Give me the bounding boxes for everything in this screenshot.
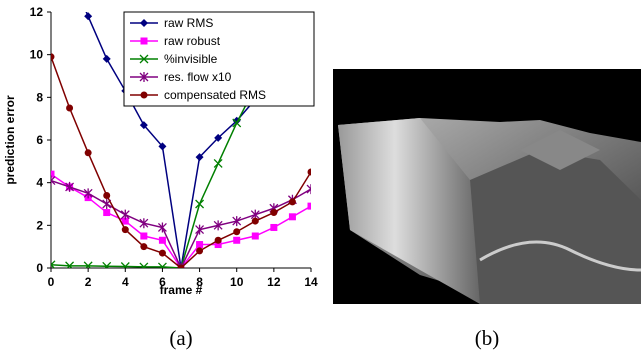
marker — [84, 12, 93, 21]
marker — [139, 72, 149, 82]
marker — [270, 209, 278, 217]
legend-label: res. flow x10 — [164, 70, 232, 84]
y-tick-label: 0 — [36, 261, 43, 275]
marker — [102, 54, 111, 63]
legend-label: compensated RMS — [164, 88, 266, 102]
x-axis-label: frame # — [160, 283, 203, 297]
marker — [51, 170, 55, 178]
legend-label: raw RMS — [164, 16, 213, 30]
y-tick-label: 12 — [30, 5, 44, 19]
marker — [139, 54, 149, 64]
marker — [65, 261, 75, 268]
marker — [140, 232, 148, 240]
series-line — [51, 56, 311, 268]
marker — [103, 209, 111, 217]
y-tick-label: 8 — [36, 90, 43, 104]
marker — [103, 191, 111, 199]
x-tick-label: 0 — [48, 275, 55, 289]
marker — [270, 223, 278, 231]
marker — [307, 202, 311, 210]
x-tick-label: 10 — [230, 275, 244, 289]
marker — [120, 209, 130, 220]
marker — [214, 241, 222, 249]
marker — [140, 19, 148, 27]
series-line — [51, 179, 311, 268]
x-tick-label: 14 — [304, 275, 318, 289]
marker — [139, 262, 149, 268]
marker — [157, 262, 167, 268]
marker — [102, 261, 112, 268]
terrain-image — [333, 69, 642, 304]
marker — [251, 217, 259, 225]
marker — [83, 261, 93, 268]
x-tick-label: 6 — [159, 275, 166, 289]
marker — [214, 236, 222, 244]
marker — [121, 226, 129, 234]
marker — [232, 216, 242, 227]
marker — [307, 168, 311, 176]
marker — [196, 241, 204, 249]
y-tick-label: 2 — [36, 218, 43, 232]
marker — [139, 218, 149, 229]
x-tick-label: 8 — [196, 275, 203, 289]
x-tick-label: 4 — [122, 275, 129, 289]
marker — [66, 104, 74, 112]
marker — [51, 260, 56, 268]
marker — [158, 236, 166, 244]
marker — [140, 91, 148, 99]
marker — [158, 249, 166, 257]
marker — [195, 153, 204, 162]
caption: (a) — [169, 326, 192, 350]
marker — [177, 264, 185, 268]
x-tick-label: 12 — [267, 275, 281, 289]
series-line — [51, 173, 311, 268]
legend-label: raw robust — [164, 34, 221, 48]
x-tick-label: 2 — [85, 275, 92, 289]
marker — [251, 232, 259, 240]
y-tick-label: 6 — [36, 133, 43, 147]
marker — [195, 224, 205, 235]
marker — [158, 142, 167, 151]
marker — [233, 236, 241, 244]
marker — [140, 243, 148, 251]
marker — [196, 247, 204, 255]
marker — [120, 262, 130, 268]
marker — [65, 181, 75, 192]
marker — [121, 217, 129, 225]
marker — [84, 149, 92, 157]
y-tick-label: 10 — [30, 48, 44, 62]
marker — [213, 220, 223, 231]
marker — [213, 159, 223, 168]
legend-label: %invisible — [164, 52, 218, 66]
marker — [195, 199, 205, 209]
marker — [51, 175, 56, 186]
marker — [214, 133, 223, 142]
marker — [233, 228, 241, 236]
y-tick-label: 4 — [36, 176, 43, 190]
marker — [140, 37, 148, 45]
marker — [83, 188, 93, 199]
caption: (b) — [475, 326, 500, 350]
marker — [288, 213, 296, 221]
marker — [51, 53, 55, 61]
marker — [157, 222, 167, 233]
marker — [139, 121, 148, 130]
y-axis-label: prediction error — [3, 95, 17, 185]
marker — [288, 198, 296, 206]
marker — [306, 184, 311, 195]
marker — [232, 118, 242, 128]
